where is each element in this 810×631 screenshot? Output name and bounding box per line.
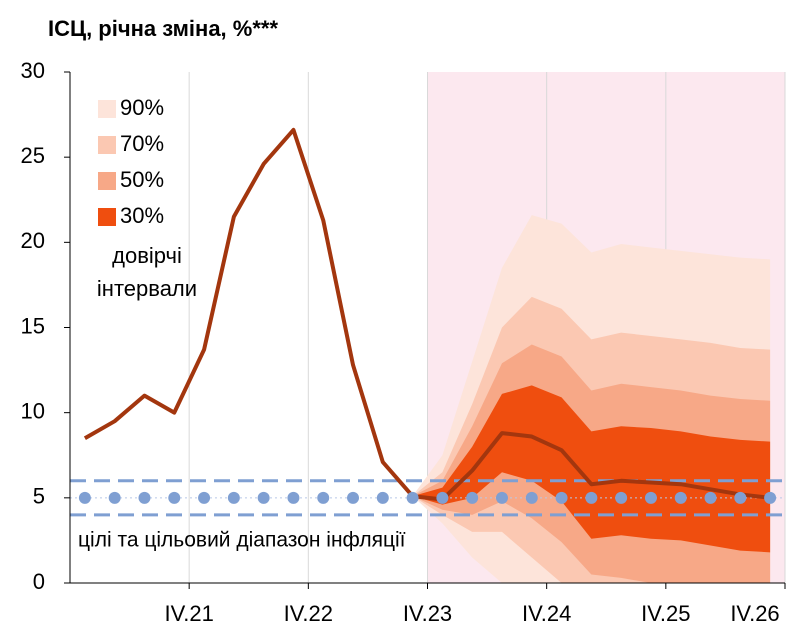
target-dot xyxy=(376,491,389,504)
y-tick-label: 30 xyxy=(21,58,45,83)
legend-label: 70% xyxy=(120,131,164,156)
target-dot xyxy=(764,491,777,504)
target-label: цілі та цільовий діапазон інфляції xyxy=(78,529,406,552)
annotation: довірчі xyxy=(112,243,182,268)
legend-swatch xyxy=(98,100,116,118)
target-dot xyxy=(644,491,657,504)
y-tick-label: 0 xyxy=(33,569,45,594)
x-tick-label: IV.25 xyxy=(641,601,690,626)
y-tick-label: 20 xyxy=(21,228,45,253)
target-dot xyxy=(257,491,270,504)
annotation: інтервали xyxy=(97,276,197,301)
y-tick-label: 25 xyxy=(21,143,45,168)
chart-title: ІСЦ, річна зміна, %*** xyxy=(48,16,278,41)
target-dot xyxy=(227,491,240,504)
target-dot xyxy=(585,491,598,504)
x-tick-label: IV.22 xyxy=(284,601,333,626)
target-dot xyxy=(555,491,568,504)
target-dot xyxy=(168,491,181,504)
target-dot xyxy=(704,491,717,504)
target-dot xyxy=(78,491,91,504)
target-dot xyxy=(466,491,479,504)
y-tick-label: 10 xyxy=(21,398,45,423)
target-dot xyxy=(108,491,121,504)
target-dot xyxy=(287,491,300,504)
legend-swatch xyxy=(98,136,116,154)
y-tick-label: 15 xyxy=(21,313,45,338)
x-tick-label: IV.21 xyxy=(164,601,213,626)
x-tick-label: IV.24 xyxy=(522,601,571,626)
target-dot xyxy=(495,491,508,504)
cpi-line xyxy=(83,127,771,502)
target-dot xyxy=(347,491,360,504)
y-tick-label: 5 xyxy=(33,484,45,509)
target-dot xyxy=(734,491,747,504)
target-dot xyxy=(674,491,687,504)
legend-label: 30% xyxy=(120,203,164,228)
target-dot xyxy=(138,491,151,504)
target-dot xyxy=(406,491,419,504)
target-dot xyxy=(436,491,449,504)
target-dot xyxy=(615,491,628,504)
legend-swatch xyxy=(98,172,116,190)
legend-label: 50% xyxy=(120,167,164,192)
target-dot xyxy=(198,491,211,504)
fan-band xyxy=(412,385,771,553)
legend-label: 90% xyxy=(120,95,164,120)
legend-swatch xyxy=(98,208,116,226)
target-dot xyxy=(317,491,330,504)
x-tick-label: IV.23 xyxy=(403,601,452,626)
x-tick-label: IV.26 xyxy=(730,601,779,626)
target-dot xyxy=(525,491,538,504)
